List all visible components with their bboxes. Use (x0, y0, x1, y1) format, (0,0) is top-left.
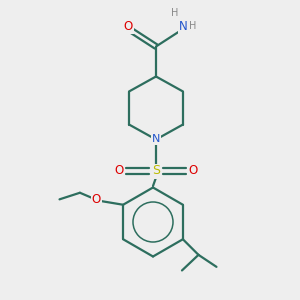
Text: H: H (171, 8, 178, 19)
Text: O: O (124, 20, 133, 33)
Text: O: O (188, 164, 197, 178)
Text: S: S (152, 164, 160, 178)
Text: O: O (92, 193, 101, 206)
Text: H: H (189, 21, 197, 32)
Text: N: N (178, 20, 188, 33)
Text: O: O (115, 164, 124, 178)
Text: N: N (152, 134, 160, 145)
